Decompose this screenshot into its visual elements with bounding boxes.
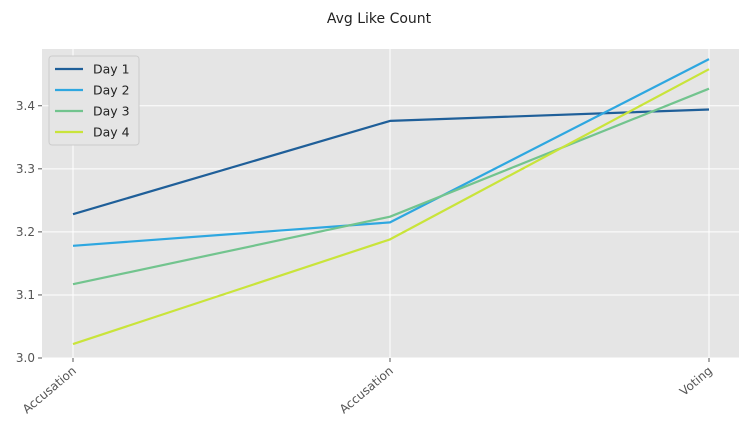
series-line-3 xyxy=(72,87,710,286)
legend-box xyxy=(48,55,140,146)
legend-label: Day 1 xyxy=(93,62,130,77)
series-line-2 xyxy=(72,58,710,247)
y-axis: 3.0 3.1 3.2 3.3 3.4 xyxy=(16,99,42,365)
chart-title: Avg Like Count xyxy=(327,11,432,27)
x-tick-label: Accusation xyxy=(20,364,79,417)
y-tick-label: 3.2 xyxy=(16,225,35,239)
y-tick-label: 3.4 xyxy=(16,99,35,113)
series-lines xyxy=(72,58,710,346)
y-tick-label: 3.0 xyxy=(16,351,35,365)
legend-label: Day 4 xyxy=(93,125,130,140)
gridlines xyxy=(42,49,739,359)
y-tick-label: 3.1 xyxy=(16,288,35,302)
legend: Day 1 Day 2 Day 3 Day 4 xyxy=(48,55,140,146)
legend-label: Day 3 xyxy=(93,104,130,119)
legend-label: Day 2 xyxy=(93,83,130,98)
series-line-4 xyxy=(72,68,710,346)
x-tick-label: Voting xyxy=(677,364,715,399)
y-tick-label: 3.3 xyxy=(16,162,35,176)
x-axis: Accusation Accusation Voting xyxy=(20,358,715,416)
x-tick-label: Accusation xyxy=(337,364,396,417)
